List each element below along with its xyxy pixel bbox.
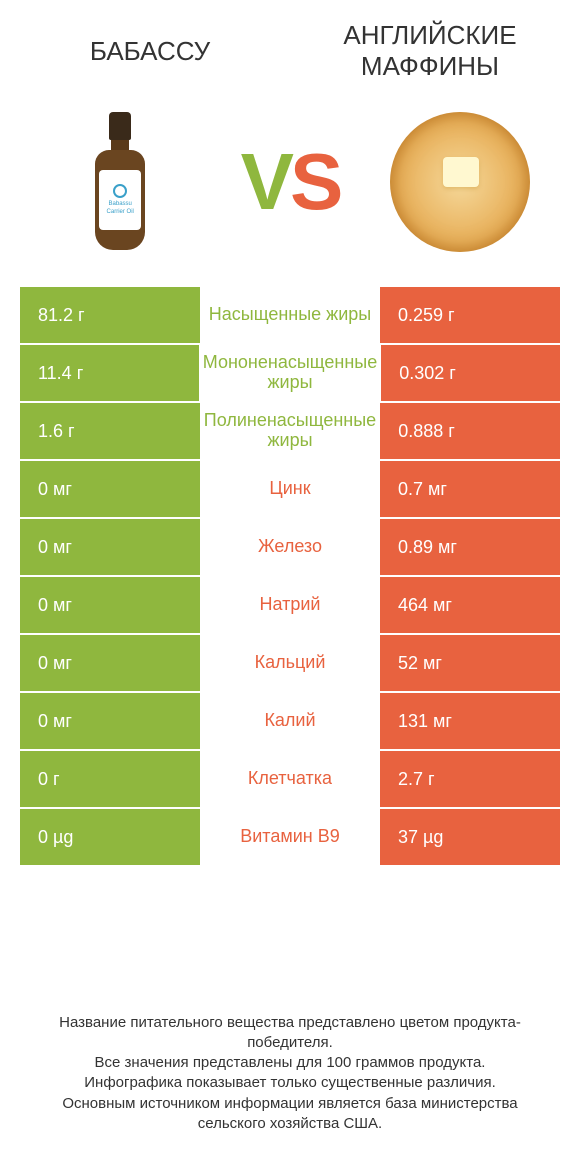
nutrient-label-cell: Цинк <box>200 461 380 517</box>
right-product-title: АНГЛИЙСКИЕ МАФФИНЫ <box>290 20 570 82</box>
left-value-cell: 1.6 г <box>20 403 200 459</box>
bottle-sub: Carrier Oil <box>107 209 134 216</box>
vs-v: V <box>241 136 290 228</box>
right-value-cell: 2.7 г <box>380 751 560 807</box>
table-row: 0 мгКальций52 мг <box>20 635 560 693</box>
left-value-cell: 0 мг <box>20 461 200 517</box>
left-value-cell: 0 мг <box>20 577 200 633</box>
muffin-icon <box>385 107 535 257</box>
nutrient-label-cell: Витамин B9 <box>200 809 380 865</box>
right-value-cell: 464 мг <box>380 577 560 633</box>
right-value-cell: 0.89 мг <box>380 519 560 575</box>
nutrient-label-cell: Железо <box>200 519 380 575</box>
bottle-icon: Babassu Carrier Oil <box>95 112 145 252</box>
footer-line: Название питательного вещества представл… <box>30 1013 550 1054</box>
table-row: 1.6 гПолиненасыщенные жиры0.888 г <box>20 403 560 461</box>
nutrient-label-cell: Насыщенные жиры <box>200 287 380 343</box>
nutrient-label-cell: Натрий <box>200 577 380 633</box>
header: БАБАССУ АНГЛИЙСКИЕ МАФФИНЫ <box>0 0 580 92</box>
footer-line: Основным источником информации является … <box>30 1094 550 1135</box>
vs-s: S <box>290 136 339 228</box>
left-value-cell: 0 мг <box>20 635 200 691</box>
right-value-cell: 0.259 г <box>380 287 560 343</box>
table-row: 81.2 гНасыщенные жиры0.259 г <box>20 287 560 345</box>
table-row: 0 мгЖелезо0.89 мг <box>20 519 560 577</box>
left-value-cell: 11.4 г <box>20 345 199 401</box>
left-value-cell: 0 мг <box>20 519 200 575</box>
right-value-cell: 0.302 г <box>381 345 560 401</box>
left-value-cell: 0 г <box>20 751 200 807</box>
table-row: 11.4 гМононенасыщенные жиры0.302 г <box>20 345 560 403</box>
nutrient-label-cell: Клетчатка <box>200 751 380 807</box>
table-row: 0 µgВитамин B937 µg <box>20 809 560 867</box>
left-product-title: БАБАССУ <box>10 36 290 67</box>
right-value-cell: 37 µg <box>380 809 560 865</box>
left-value-cell: 81.2 г <box>20 287 200 343</box>
table-row: 0 гКлетчатка2.7 г <box>20 751 560 809</box>
table-row: 0 мгКалий131 мг <box>20 693 560 751</box>
footer-line: Инфографика показывает только существенн… <box>30 1073 550 1093</box>
left-value-cell: 0 мг <box>20 693 200 749</box>
bottle-brand: Babassu <box>109 201 132 208</box>
table-row: 0 мгНатрий464 мг <box>20 577 560 635</box>
left-product-image: Babassu Carrier Oil <box>40 102 200 262</box>
comparison-table: 81.2 гНасыщенные жиры0.259 г11.4 гМононе… <box>20 287 560 867</box>
right-value-cell: 52 мг <box>380 635 560 691</box>
images-row: Babassu Carrier Oil VS <box>0 92 580 287</box>
right-value-cell: 131 мг <box>380 693 560 749</box>
nutrient-label-cell: Мононенасыщенные жиры <box>199 345 381 401</box>
nutrient-label-cell: Кальций <box>200 635 380 691</box>
right-value-cell: 0.888 г <box>380 403 560 459</box>
vs-label: VS <box>241 136 340 228</box>
nutrient-label-cell: Калий <box>200 693 380 749</box>
table-row: 0 мгЦинк0.7 мг <box>20 461 560 519</box>
footer-text: Название питательного вещества представл… <box>30 1013 550 1135</box>
footer-line: Все значения представлены для 100 граммо… <box>30 1053 550 1073</box>
nutrient-label-cell: Полиненасыщенные жиры <box>200 403 380 459</box>
right-value-cell: 0.7 мг <box>380 461 560 517</box>
right-product-image <box>380 102 540 262</box>
left-value-cell: 0 µg <box>20 809 200 865</box>
